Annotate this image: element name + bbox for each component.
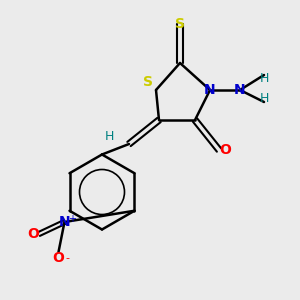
- Text: S: S: [143, 76, 154, 89]
- Text: H: H: [259, 71, 269, 85]
- Text: N: N: [59, 215, 70, 229]
- Text: N: N: [234, 83, 246, 97]
- Text: H: H: [259, 92, 269, 106]
- Text: O: O: [27, 227, 39, 241]
- Text: O: O: [219, 143, 231, 157]
- Text: H: H: [105, 130, 114, 143]
- Text: N: N: [204, 83, 216, 97]
- Text: +: +: [68, 214, 76, 224]
- Text: -: -: [65, 253, 70, 263]
- Text: O: O: [52, 251, 64, 265]
- Text: S: S: [175, 17, 185, 31]
